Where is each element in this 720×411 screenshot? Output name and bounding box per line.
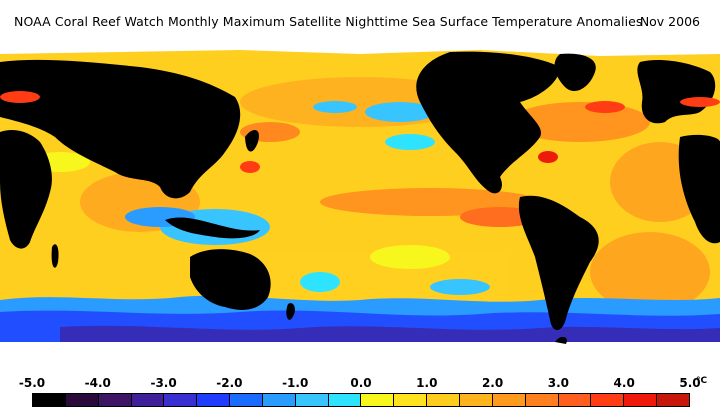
colorbar-swatch <box>427 394 460 406</box>
colorbar-tick-label: -2.0 <box>216 376 243 390</box>
colorbar-tick-label: -1.0 <box>282 376 309 390</box>
colorbar-swatch <box>657 394 689 406</box>
north-america <box>416 51 560 194</box>
colorbar-swatch <box>197 394 231 406</box>
japan <box>245 130 259 152</box>
colorbar-tick-label: 1.0 <box>416 376 438 390</box>
indonesia <box>165 217 260 239</box>
colorbar-swatch <box>65 394 99 406</box>
colorbar-unit: °C <box>696 376 708 386</box>
colorbar <box>32 393 690 407</box>
map-title: NOAA Coral Reef Watch Monthly Maximum Sa… <box>14 14 643 29</box>
colorbar-tick-label: 5.0 <box>679 376 701 390</box>
colorbar-tick-label: -3.0 <box>150 376 177 390</box>
colorbar-swatch <box>164 394 198 406</box>
colorbar-tick-label: 0.0 <box>350 376 372 390</box>
africa-east <box>678 134 720 244</box>
colorbar-tick-label: 2.0 <box>481 376 504 390</box>
colorbar-swatch <box>459 394 493 406</box>
colorbar-tick-label: -5.0 <box>18 376 46 390</box>
colorbar-swatch <box>98 394 132 406</box>
colorbar-swatch <box>591 394 625 406</box>
australia <box>190 249 271 310</box>
arctic-ice <box>0 42 720 56</box>
antarctic-peninsula <box>555 336 567 344</box>
greenland <box>554 53 596 92</box>
asia <box>0 59 241 199</box>
colorbar-tick-label: -4.0 <box>84 376 111 390</box>
colorbar-tick-label: 3.0 <box>547 376 570 390</box>
sst-anomaly-map <box>0 42 720 372</box>
colorbar-swatch <box>262 394 296 406</box>
colorbar-swatch <box>624 394 658 406</box>
colorbar-swatch <box>525 394 559 406</box>
colorbar-swatch <box>33 394 66 406</box>
colorbar-swatch <box>361 394 395 406</box>
map-date: Nov 2006 <box>639 14 700 29</box>
colorbar-swatch <box>558 394 592 406</box>
new-zealand <box>286 303 295 320</box>
madagascar <box>51 244 59 268</box>
europe <box>637 60 716 124</box>
colorbar-swatch <box>230 394 263 406</box>
africa <box>0 130 52 249</box>
colorbar-tick-label: 4.0 <box>613 376 635 390</box>
land <box>0 51 720 344</box>
colorbar-swatch <box>131 394 165 406</box>
colorbar-swatch <box>328 394 362 406</box>
coastal-hotspots <box>0 91 720 173</box>
south-america <box>518 195 599 331</box>
colorbar-swatch <box>492 394 526 406</box>
colorbar-tick-labels: -5.0 -4.0 -3.0 -2.0 -1.0 0.0 1.0 2.0 3.0 4.0 5.0 <box>0 376 720 392</box>
colorbar-swatch <box>295 394 329 406</box>
antarctic-ice <box>0 342 720 372</box>
colorbar-swatch <box>394 394 428 406</box>
